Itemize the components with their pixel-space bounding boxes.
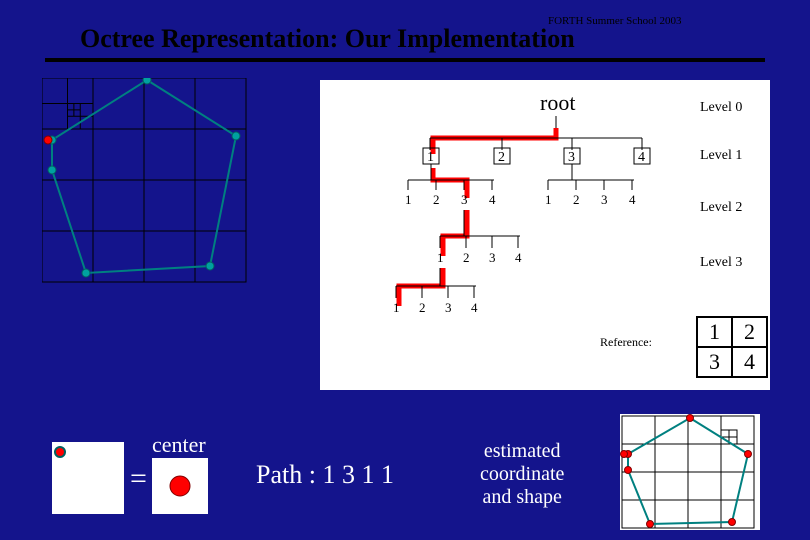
tree-node: 4 <box>471 300 478 316</box>
est-line: estimated <box>480 440 564 463</box>
quadtree-diagram <box>42 78 262 298</box>
tree-node: 4 <box>629 192 636 208</box>
est-line: coordinate <box>480 463 564 486</box>
ref-cell: 1 <box>697 317 732 347</box>
tree-node: 3 <box>461 192 468 208</box>
tree-node: 3 <box>445 300 452 316</box>
reference-box: 1 2 3 4 <box>696 316 768 378</box>
level-label: Level 0 <box>700 100 742 116</box>
level-label: Level 1 <box>700 148 742 164</box>
tree-node: 2 <box>498 150 505 166</box>
level-label: Level 2 <box>700 200 742 216</box>
estimated-label: estimated coordinate and shape <box>480 440 564 509</box>
level-label: Level 3 <box>700 255 742 271</box>
equals-sign: = <box>130 462 147 496</box>
tree-node: 3 <box>568 150 575 166</box>
ref-cell: 3 <box>697 347 732 377</box>
tree-node: 2 <box>573 192 580 208</box>
center-dot <box>152 458 208 514</box>
tree-node: 2 <box>463 250 470 266</box>
root-label: root <box>540 90 575 116</box>
tree-node: 4 <box>638 150 645 166</box>
center-label: center <box>152 432 206 458</box>
tree-node: 1 <box>393 300 400 316</box>
path-label: Path : 1 3 1 1 <box>256 460 394 490</box>
mini-diagram <box>620 414 760 530</box>
est-line: and shape <box>480 486 564 509</box>
ref-cell: 4 <box>732 347 767 377</box>
tree-node: 1 <box>437 250 444 266</box>
bottom-dot-1 <box>52 442 124 514</box>
tree-node: 2 <box>433 192 440 208</box>
tree-node: 1 <box>427 150 434 166</box>
reference-label: Reference: <box>600 335 652 350</box>
tree-node: 3 <box>489 250 496 266</box>
page-title: Octree Representation: Our Implementatio… <box>80 24 575 54</box>
ref-cell: 2 <box>732 317 767 347</box>
tree-node: 3 <box>601 192 608 208</box>
tree-node: 1 <box>405 192 412 208</box>
title-underline <box>45 58 765 62</box>
tree-node: 1 <box>545 192 552 208</box>
tree-node: 2 <box>419 300 426 316</box>
tree-node: 4 <box>515 250 522 266</box>
tree-node: 4 <box>489 192 496 208</box>
